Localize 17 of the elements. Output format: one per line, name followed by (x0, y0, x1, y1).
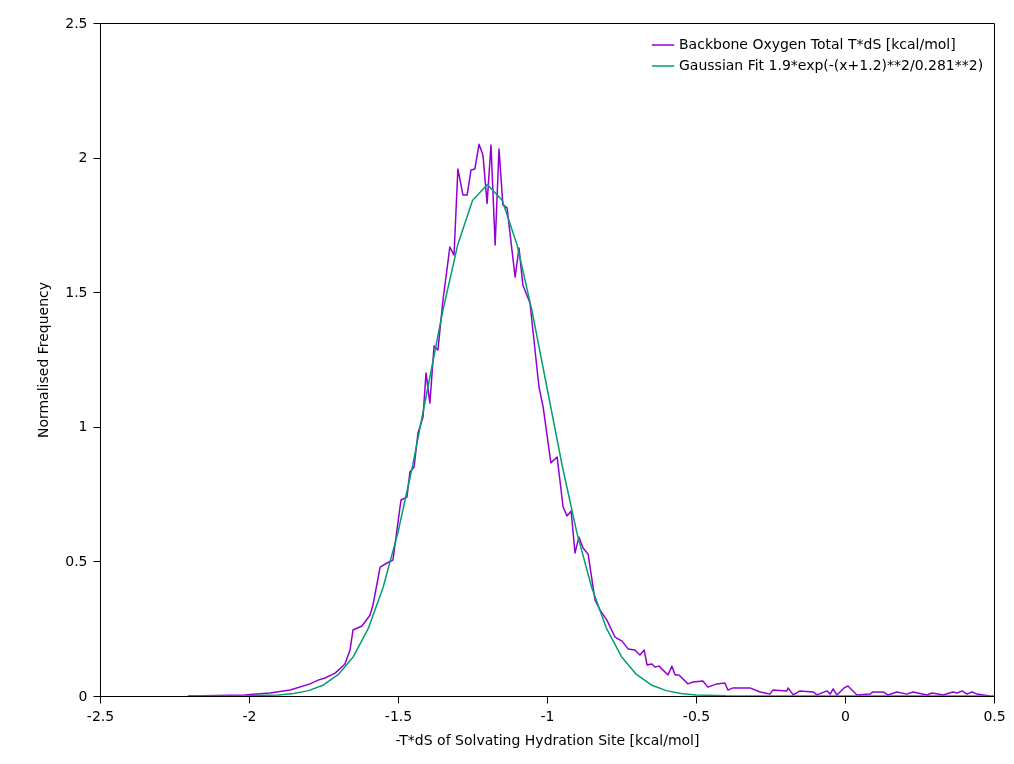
x-tick-label: -2.5 (86, 707, 115, 724)
y-axis-title: Normalised Frequency (35, 281, 52, 439)
y-tick-label: 0 (78, 687, 88, 704)
legend-label: Backbone Oxygen Total T*dS [kcal/mol] (679, 36, 956, 52)
x-tick-label: -1.5 (384, 707, 413, 724)
y-tick-label: 0.5 (65, 552, 88, 569)
y-tick-label: 2 (78, 149, 88, 166)
y-tick-label: 1.5 (65, 283, 88, 300)
y-tick-label: 2.5 (65, 14, 88, 31)
legend-label: Gaussian Fit 1.9*exp(-(x+1.2)**2/0.281**2) (679, 57, 984, 73)
y-tick-label: 1 (78, 418, 88, 435)
x-axis-title: -T*dS of Solvating Hydration Site [kcal/mol] (395, 731, 700, 748)
x-tick-label: 0 (841, 707, 850, 724)
x-tick-label: 0.5 (983, 707, 1006, 724)
x-tick-label: -1 (540, 707, 555, 724)
x-tick-label: -0.5 (682, 707, 711, 724)
x-tick-label: -2 (242, 707, 257, 724)
